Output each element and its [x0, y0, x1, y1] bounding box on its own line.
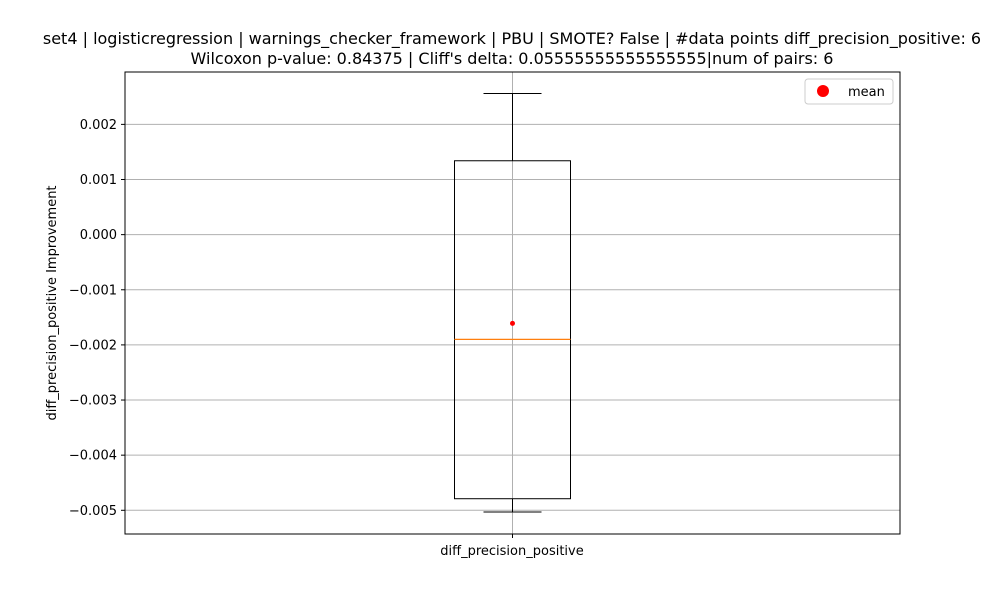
legend-mean-marker [817, 85, 829, 97]
y-tick-label: −0.005 [69, 504, 117, 519]
iqr-box [454, 160, 571, 500]
y-tick-label: −0.003 [69, 394, 117, 409]
legend-box [804, 78, 894, 105]
chart-title-line-2: Wilcoxon p-value: 0.84375 | Cliff's delt… [191, 49, 834, 68]
plot-area-frame [124, 71, 901, 535]
x-category-label: diff_precision_positive [440, 544, 583, 559]
grid-layer [125, 72, 900, 534]
y-ticks: 0.002 0.001 0.000 −0.001 −0.002 −0.003 −0.004 −… [69, 118, 513, 538]
box-layer [454, 93, 571, 513]
y-tick-label: 0.002 [80, 118, 117, 133]
y-tick-label: −0.004 [69, 449, 117, 464]
legend: mean [804, 78, 894, 105]
y-tick-label: 0.001 [80, 173, 117, 188]
mean-marker [510, 320, 515, 326]
y-axis-label: diff_precision_positive Improvement [45, 185, 60, 420]
chart-title-line-1: set4 | logisticregression | warnings_che… [43, 29, 981, 49]
y-tick-label: −0.001 [69, 283, 117, 298]
y-tick-label: 0.000 [80, 228, 117, 243]
legend-mean-label: mean [848, 85, 885, 100]
y-tick-label: −0.002 [69, 338, 117, 353]
